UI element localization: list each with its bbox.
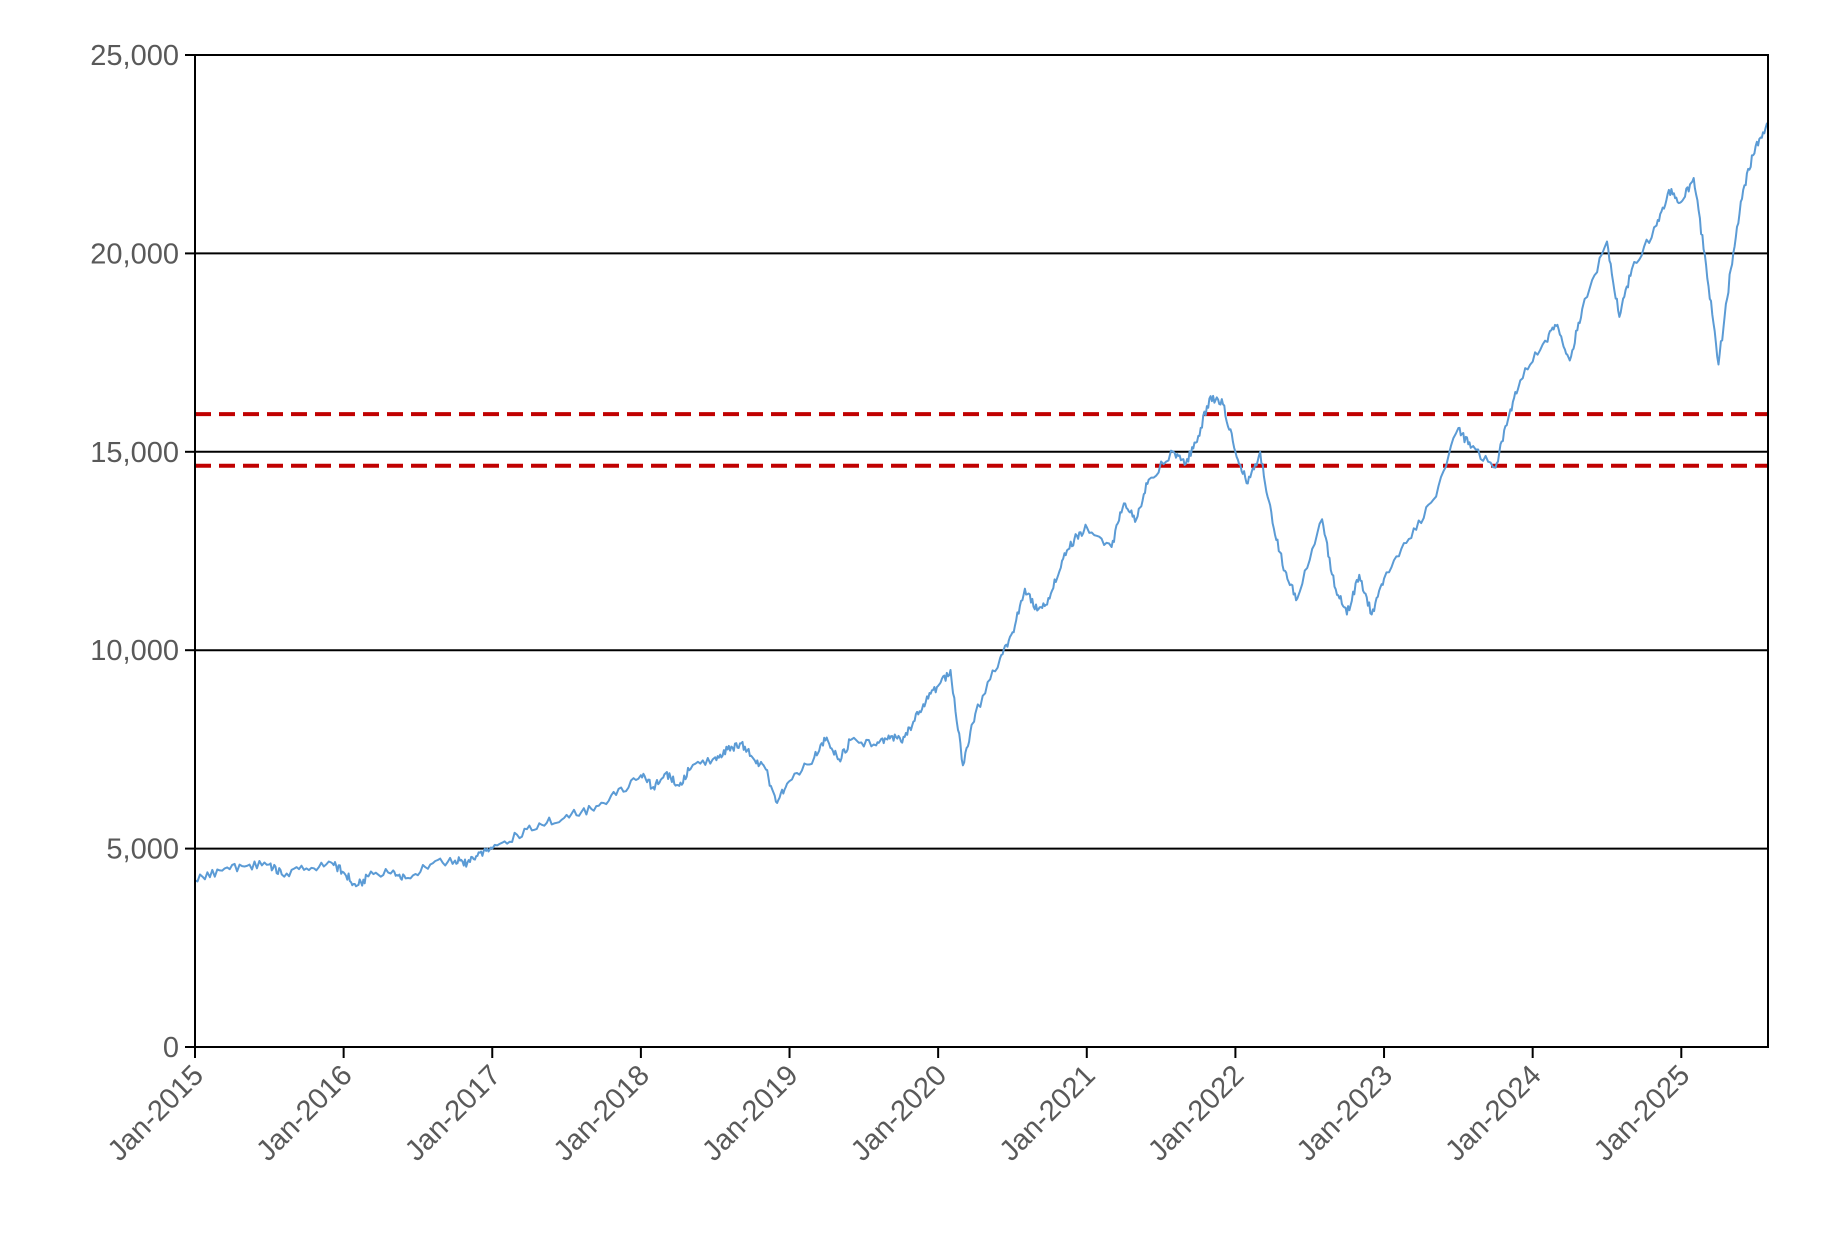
- x-tick-label: Jan-2022: [1142, 1059, 1250, 1167]
- y-tick-label: 20,000: [90, 238, 179, 270]
- x-tick-label: Jan-2019: [696, 1059, 804, 1167]
- x-tick-label: Jan-2024: [1439, 1059, 1547, 1167]
- y-tick-label: 0: [163, 1032, 179, 1064]
- x-tick-label: Jan-2018: [548, 1059, 656, 1167]
- x-tick-label: Jan-2015: [102, 1059, 210, 1167]
- gridlines: [195, 54, 1768, 1048]
- y-tick-label: 5,000: [106, 834, 179, 866]
- y-tick-label: 25,000: [90, 40, 179, 72]
- x-tick-label: Jan-2021: [994, 1059, 1102, 1167]
- x-tick-label: Jan-2017: [399, 1059, 507, 1167]
- series-line: [194, 121, 1769, 888]
- x-tick-label: Jan-2016: [250, 1059, 358, 1167]
- x-tick-label: Jan-2025: [1588, 1059, 1696, 1167]
- reference-lines: [195, 412, 1768, 468]
- series-layer: [194, 121, 1769, 888]
- y-axis: 0 5,000 10,000 15,000 20,000 25,000: [90, 40, 195, 1064]
- y-tick-label: 10,000: [90, 635, 179, 667]
- x-tick-label: Jan-2020: [845, 1059, 953, 1167]
- x-axis: Jan-2015 Jan-2016 Jan-2017 Jan-2018 Jan-2019…: [102, 1047, 1696, 1167]
- plot-frame: [194, 54, 1769, 1048]
- y-tick-label: 15,000: [90, 437, 179, 469]
- x-tick-label: Jan-2023: [1291, 1059, 1399, 1167]
